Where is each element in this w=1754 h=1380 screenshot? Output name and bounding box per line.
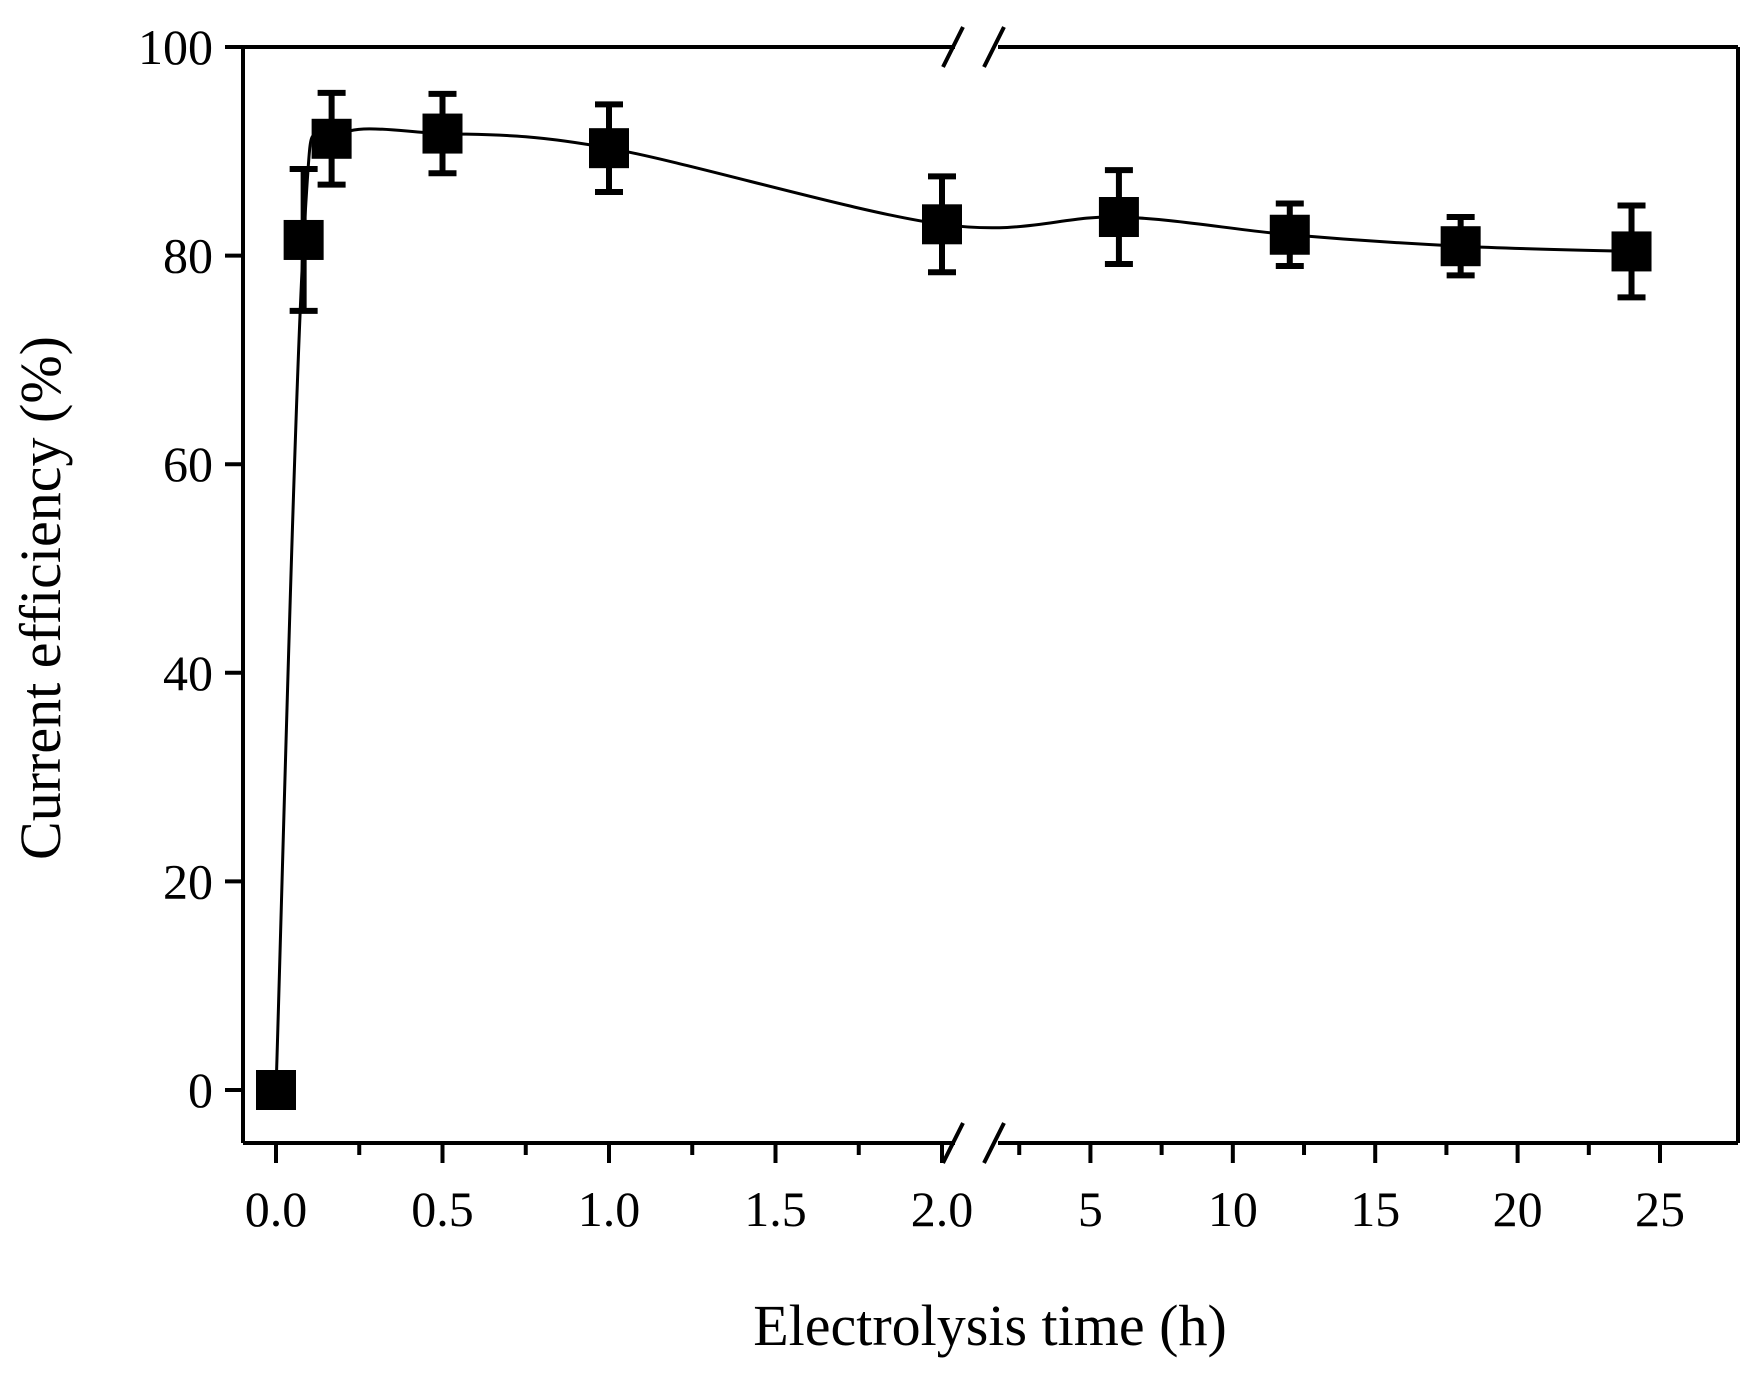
y-axis-title: Current efficiency (%) (8, 336, 73, 860)
axes-frame (241, 26, 1740, 1164)
top-axis-break-mark-2 (982, 26, 1006, 68)
x-tick-label-10: 10 (1208, 1181, 1258, 1237)
x-tick-label-2.0: 2.0 (911, 1181, 974, 1237)
fit-curve (274, 127, 1632, 1091)
data-point-0 (256, 1070, 296, 1110)
x-axis-title: Electrolysis time (h) (753, 1293, 1227, 1358)
data-point-3 (422, 113, 463, 154)
x-tick-label-1.5: 1.5 (744, 1181, 807, 1237)
y-tick-label-40: 40 (163, 645, 213, 701)
y-tick-label-100: 100 (138, 19, 213, 75)
x-tick-label-25: 25 (1635, 1181, 1685, 1237)
y-tick-label-80: 80 (163, 228, 213, 284)
bottom-axis-break-mark-2 (982, 1122, 1006, 1164)
data-point-5 (922, 204, 962, 245)
data-markers (256, 113, 1652, 1110)
error-bars (289, 89, 1646, 314)
data-point-1 (283, 219, 324, 260)
y-tick-label-20: 20 (163, 853, 213, 909)
data-point-6 (1098, 197, 1139, 238)
x-tick-label-20: 20 (1493, 1181, 1543, 1237)
bottom-axis-break-mark-1 (941, 1122, 965, 1164)
data-point-4 (589, 128, 629, 169)
x-tick-label-1.0: 1.0 (578, 1181, 641, 1237)
x-tick-label-0.0: 0.0 (245, 1181, 308, 1237)
y-tick-label-60: 60 (163, 436, 213, 492)
axis-ticks: 0 20 40 60 80 100 0.0 0.5 1.0 1.5 2.0 5 10 15 20 25 (138, 19, 1685, 1237)
data-point-2 (311, 118, 352, 159)
data-point-9 (1611, 231, 1652, 272)
y-tick-label-0: 0 (188, 1062, 213, 1118)
data-point-8 (1440, 226, 1481, 267)
x-tick-label-0.5: 0.5 (411, 1181, 474, 1237)
x-tick-label-5: 5 (1078, 1181, 1103, 1237)
top-axis-break-mark-1 (941, 26, 965, 68)
x-tick-label-15: 15 (1350, 1181, 1400, 1237)
data-point-7 (1269, 214, 1310, 255)
fit-curve-layer (274, 127, 1632, 1091)
